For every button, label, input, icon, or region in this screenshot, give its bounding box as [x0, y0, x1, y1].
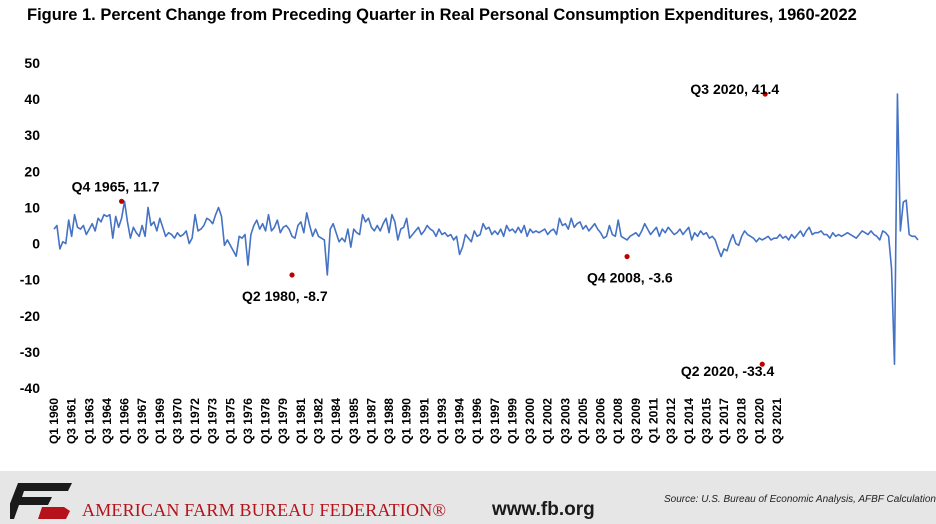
y-tick-label: -10 — [20, 272, 40, 288]
series-layer — [53, 93, 919, 365]
x-tick-label: Q3 1976 — [241, 398, 255, 444]
x-tick-label: Q3 1991 — [417, 398, 431, 444]
x-tick-label: Q1 2005 — [576, 398, 590, 444]
series-line — [53, 93, 919, 365]
org-name: AMERICAN FARM BUREAU FEDERATION® — [82, 500, 447, 520]
annotation-label: Q4 2008, -3.6 — [587, 270, 673, 286]
x-tick-label: Q1 1966 — [118, 398, 132, 444]
y-tick-label: 0 — [32, 236, 40, 252]
fb-logo-icon — [10, 483, 72, 519]
x-tick-label: Q1 2020 — [752, 398, 766, 444]
x-tick-label: Q3 2009 — [629, 398, 643, 444]
x-tick-label: Q3 2015 — [699, 398, 713, 444]
annotation-label: Q4 1965, 11.7 — [72, 178, 160, 194]
x-tick-label: Q1 1975 — [223, 398, 237, 444]
y-tick-label: -20 — [20, 308, 40, 324]
x-axis: Q1 1960 Q3 1961 Q1 1963 Q3 1964 Q1 1966 Q3 19… — [47, 398, 784, 444]
x-tick-label: Q1 1993 — [435, 398, 449, 444]
x-tick-label: Q3 1985 — [347, 398, 361, 444]
x-tick-label: Q1 1978 — [259, 398, 273, 444]
chart-title: Figure 1. Percent Change from Preceding … — [27, 6, 857, 24]
x-tick-label: Q1 1999 — [505, 398, 519, 444]
y-tick-label: 50 — [24, 55, 40, 71]
website-link[interactable]: www.fb.org — [492, 499, 595, 520]
x-tick-label: Q3 2000 — [523, 398, 537, 444]
annotation-marker — [762, 91, 768, 97]
x-tick-label: Q3 1982 — [311, 398, 325, 444]
x-tick-label: Q1 1981 — [294, 398, 308, 444]
x-tick-label: Q3 2021 — [770, 398, 784, 444]
x-tick-label: Q1 2014 — [682, 398, 696, 444]
x-tick-label: Q3 1997 — [488, 398, 502, 444]
x-tick-label: Q1 1987 — [364, 398, 378, 444]
x-tick-label: Q1 1969 — [153, 398, 167, 444]
annotation-marker — [289, 272, 295, 278]
annotation-marker — [118, 198, 125, 204]
x-tick-label: Q3 1988 — [382, 398, 396, 444]
annotation-marker — [624, 253, 630, 260]
annotation-layer: Q4 1965, 11.7 Q2 1980, -8.7 Q4 2008, -3.6 Q… — [72, 81, 780, 379]
x-tick-label: Q1 2011 — [647, 398, 661, 444]
y-tick-label: 10 — [24, 199, 40, 215]
x-tick-label: Q1 1963 — [82, 398, 96, 444]
x-tick-label: Q3 1994 — [453, 398, 467, 444]
x-tick-label: Q3 1967 — [135, 398, 149, 444]
y-tick-label: -30 — [20, 344, 40, 360]
x-tick-label: Q1 2017 — [717, 398, 731, 444]
x-tick-label: Q1 2002 — [541, 398, 555, 444]
x-tick-label: Q3 1970 — [170, 398, 184, 444]
x-tick-label: Q1 1960 — [47, 398, 61, 444]
annotation-label: Q2 1980, -8.7 — [242, 288, 328, 304]
x-tick-label: Q1 1984 — [329, 398, 343, 444]
x-tick-label: Q3 1973 — [206, 398, 220, 444]
x-tick-label: Q3 2018 — [735, 398, 749, 444]
y-tick-label: 30 — [24, 127, 40, 143]
x-tick-label: Q3 1979 — [276, 398, 290, 444]
footer-bar: AMERICAN FARM BUREAU FEDERATION® www.fb.… — [0, 471, 936, 524]
y-axis: 50 40 30 20 10 0 -10 -20 -30 -40 — [20, 55, 40, 396]
annotation-label: Q3 2020, 41.4 — [690, 81, 779, 97]
annotation-label: Q2 2020, -33.4 — [681, 363, 775, 379]
x-tick-label: Q3 1961 — [65, 398, 79, 444]
source-note: Source: U.S. Bureau of Economic Analysis… — [664, 494, 936, 505]
x-tick-label: Q1 1996 — [470, 398, 484, 444]
x-tick-label: Q3 2003 — [558, 398, 572, 444]
x-tick-label: Q1 1990 — [400, 398, 414, 444]
y-tick-label: -40 — [20, 380, 40, 396]
y-tick-label: 40 — [24, 91, 40, 107]
x-tick-label: Q3 2006 — [594, 398, 608, 444]
x-tick-label: Q3 2012 — [664, 398, 678, 444]
annotation-marker — [759, 361, 765, 367]
x-tick-label: Q3 1964 — [100, 398, 114, 444]
x-tick-label: Q1 2008 — [611, 398, 625, 444]
x-tick-label: Q1 1972 — [188, 398, 202, 444]
y-tick-label: 20 — [24, 163, 40, 179]
